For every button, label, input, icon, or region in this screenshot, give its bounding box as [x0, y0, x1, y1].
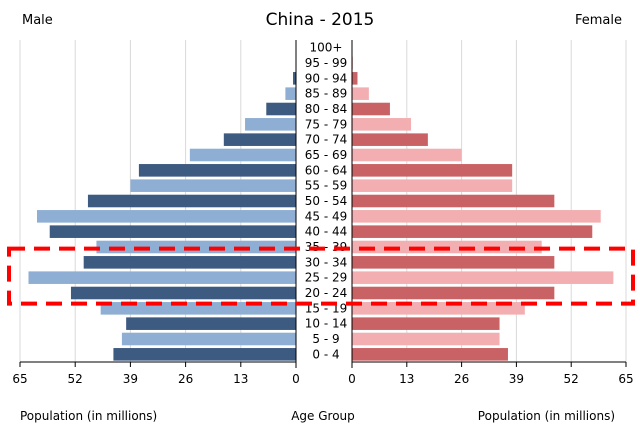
x-axis-label-right: Population (in millions)	[478, 409, 615, 423]
tick-labels: 65 52 39 26 13 0 0 13 26 39 52 65	[12, 362, 633, 386]
female-bar	[352, 133, 428, 146]
female-bar	[352, 256, 554, 269]
female-bar	[352, 225, 592, 238]
male-bar	[126, 317, 296, 330]
male-bar	[84, 256, 296, 269]
male-bar	[50, 225, 296, 238]
female-bar	[352, 333, 500, 346]
male-bars	[28, 57, 296, 361]
female-bar	[352, 149, 462, 162]
tick-label-right: 39	[509, 372, 524, 386]
age-group-label: 40 - 44	[305, 225, 348, 239]
age-group-label: 75 - 79	[305, 117, 348, 131]
tick-label-left: 39	[123, 372, 138, 386]
right-series-label: Female	[575, 13, 622, 28]
male-bar	[130, 179, 296, 192]
male-bar	[122, 333, 296, 346]
female-bar	[352, 118, 411, 131]
male-bar	[28, 271, 296, 284]
age-group-label: 25 - 29	[305, 271, 348, 285]
tick-label-right: 0	[348, 372, 356, 386]
tick-label-left: 65	[12, 372, 27, 386]
male-bar	[245, 118, 296, 131]
female-bar	[352, 287, 554, 300]
female-bar	[352, 179, 512, 192]
female-bar	[352, 103, 390, 116]
male-bar	[190, 149, 296, 162]
tick-label-right: 26	[454, 372, 469, 386]
female-bar	[352, 87, 369, 100]
male-bar	[37, 210, 296, 223]
male-bar	[285, 87, 296, 100]
tick-label-right: 52	[564, 372, 579, 386]
tick-label-left: 13	[233, 372, 248, 386]
left-series-label: Male	[22, 13, 53, 28]
age-group-label: 100+	[310, 41, 343, 55]
age-group-label: 55 - 59	[305, 179, 348, 193]
female-bar	[352, 348, 508, 361]
age-group-label: 30 - 34	[305, 255, 348, 269]
age-group-label: 70 - 74	[305, 133, 348, 147]
female-bar	[352, 210, 601, 223]
female-bar	[352, 271, 613, 284]
male-bar	[139, 164, 296, 177]
female-bar	[352, 72, 357, 85]
age-group-label: 45 - 49	[305, 209, 348, 223]
tick-label-right: 13	[399, 372, 414, 386]
age-group-label: 95 - 99	[305, 56, 348, 70]
female-bar	[352, 317, 500, 330]
female-bars	[352, 57, 613, 361]
x-axis-label-left: Population (in millions)	[20, 409, 157, 423]
tick-label-left: 0	[292, 372, 300, 386]
age-group-label: 80 - 84	[305, 102, 348, 116]
tick-label-right: 65	[618, 372, 633, 386]
age-group-label: 10 - 14	[305, 317, 348, 331]
female-bar	[352, 164, 512, 177]
age-group-label: 90 - 94	[305, 71, 348, 85]
x-axis-label-center: Age Group	[291, 409, 355, 423]
age-group-label: 50 - 54	[305, 194, 348, 208]
male-bar	[71, 287, 296, 300]
male-bar	[266, 103, 296, 116]
age-group-label: 65 - 69	[305, 148, 348, 162]
female-bar	[352, 195, 554, 208]
tick-label-left: 26	[178, 372, 193, 386]
age-group-label: 85 - 89	[305, 87, 348, 101]
chart-title: China - 2015	[266, 10, 375, 30]
age-group-label: 5 - 9	[312, 332, 339, 346]
tick-label-left: 52	[68, 372, 83, 386]
male-bar	[88, 195, 296, 208]
age-group-label: 20 - 24	[305, 286, 348, 300]
male-bar	[113, 348, 296, 361]
age-group-label: 60 - 64	[305, 163, 348, 177]
age-group-label: 0 - 4	[312, 347, 339, 361]
male-bar	[224, 133, 296, 146]
